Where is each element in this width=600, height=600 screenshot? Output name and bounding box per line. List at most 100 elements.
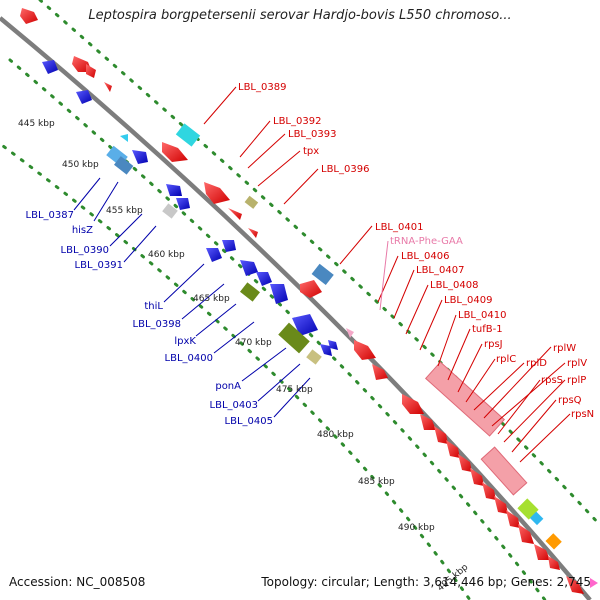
rrna-feature (480, 446, 528, 496)
reverse-strand-features (42, 60, 338, 365)
trna-label: tRNA-Phe-GAA (390, 236, 463, 247)
cds-forward (162, 142, 188, 162)
gene-label: rpsN (571, 409, 594, 420)
gene-label: rpsJ (484, 339, 503, 350)
orange-feature (545, 533, 562, 550)
reverse-gene-labels: LBL_0387 hisZ LBL_0390 LBL_0391 thiL LBL… (26, 210, 273, 427)
cds-forward (506, 510, 520, 528)
gene-label: LBL_0408 (430, 280, 478, 291)
green-feature (517, 498, 539, 520)
gene-label: hisZ (72, 225, 93, 236)
gene-label: LBL_0391 (75, 260, 123, 271)
cds-forward (354, 340, 376, 360)
tick-label: 465 kbp (193, 294, 230, 304)
gene-label: rpsQ (558, 395, 582, 406)
olive-feature (240, 282, 260, 302)
tick-labels: 445 kbp 450 kbp 455 kbp 460 kbp 465 kbp … (18, 119, 471, 594)
accession-text: Accession: NC_008508 (9, 575, 146, 589)
cds-reverse (76, 90, 92, 104)
cyan-feature (529, 511, 544, 526)
cds-forward (494, 496, 508, 514)
gene-label: rplC (496, 354, 516, 365)
chromosome-backbone (0, 16, 592, 600)
gene-label: thiL (144, 301, 163, 312)
tick-label: 460 kbp (148, 250, 185, 260)
cds-forward (482, 482, 496, 500)
rrna-feature (424, 361, 506, 437)
forward-gene-labels: LBL_0389 LBL_0392 LBL_0393 tpx LBL_0396 … (238, 82, 594, 420)
trna-feature (346, 328, 354, 338)
cds-forward (204, 182, 230, 204)
cds-reverse (132, 150, 148, 164)
reverse-leader-lines (73, 177, 311, 418)
gene-label: rplP (567, 375, 586, 386)
cds-reverse (256, 272, 272, 286)
cds-forward (402, 394, 424, 414)
cds-forward (446, 440, 460, 458)
cds-reverse (320, 344, 332, 356)
cds-forward (548, 556, 560, 570)
cds-forward (420, 414, 436, 430)
cyan-feature (175, 123, 201, 147)
tick-label: 470 kbp (235, 338, 272, 348)
gene-label: LBL_0396 (321, 164, 369, 175)
gene-label: LBL_0398 (133, 319, 181, 330)
gene-label: tpx (303, 146, 319, 157)
gene-label: tufB-1 (472, 324, 503, 335)
gene-label: ponA (215, 381, 241, 392)
cds-reverse (206, 248, 222, 262)
map-title: Leptospira borgpetersenii serovar Hardjo… (88, 8, 512, 23)
cds-reverse (120, 134, 128, 142)
dotted-guide-inner (0, 141, 472, 600)
gene-label: LBL_0407 (416, 265, 464, 276)
cds-forward (518, 524, 534, 544)
cds-forward (534, 544, 550, 560)
gene-label: LBL_0403 (210, 400, 258, 411)
gene-label: rplD (526, 358, 547, 369)
tick-label: 450 kbp (62, 160, 99, 170)
gene-label: LBL_0401 (375, 222, 423, 233)
forward-strand-features (20, 8, 584, 594)
cds-forward (104, 82, 112, 92)
gene-label: rplV (567, 358, 587, 369)
cds-reverse (292, 314, 318, 336)
cds-forward (566, 576, 584, 594)
cds-reverse (166, 184, 182, 196)
tick-label: 480 kbp (317, 430, 354, 440)
cds-forward (434, 426, 448, 444)
gene-label: lpxK (174, 336, 196, 347)
cds-reverse (328, 340, 338, 350)
tick-label: 485 kbp (358, 477, 395, 487)
gene-label: LBL_0409 (444, 295, 492, 306)
gene-label: LBL_0389 (238, 82, 286, 93)
gene-label: LBL_0393 (288, 129, 336, 140)
cds-reverse (270, 284, 288, 304)
gene-label: LBL_0400 (165, 353, 213, 364)
cds-forward (86, 64, 96, 78)
tick-label: 455 kbp (106, 206, 143, 216)
cds-forward (300, 280, 322, 298)
gene-label: LBL_0406 (401, 251, 449, 262)
gene-label: LBL_0410 (458, 310, 506, 321)
gene-label: LBL_0392 (273, 116, 321, 127)
topology-text: Topology: circular; Length: 3,614,446 bp… (261, 575, 591, 589)
tick-label: 475 kbp (276, 385, 313, 395)
gene-label: rpsS (541, 375, 563, 386)
scroll-arrow-icon[interactable] (590, 578, 598, 588)
cds-reverse (240, 260, 258, 276)
gene-label: LBL_0387 (26, 210, 74, 221)
steelblue-feature (311, 263, 334, 286)
tick-label: 490 kbp (398, 523, 435, 533)
cds-forward (372, 364, 388, 380)
gene-label: LBL_0405 (225, 416, 273, 427)
cds-forward (228, 208, 242, 220)
cds-forward (470, 468, 484, 486)
gene-label: rplW (553, 343, 576, 354)
cds-reverse (42, 60, 58, 74)
cds-forward (458, 454, 472, 472)
olive-feature (278, 322, 310, 354)
steelblue-feature (114, 156, 134, 175)
trna-leader-line (379, 240, 389, 311)
